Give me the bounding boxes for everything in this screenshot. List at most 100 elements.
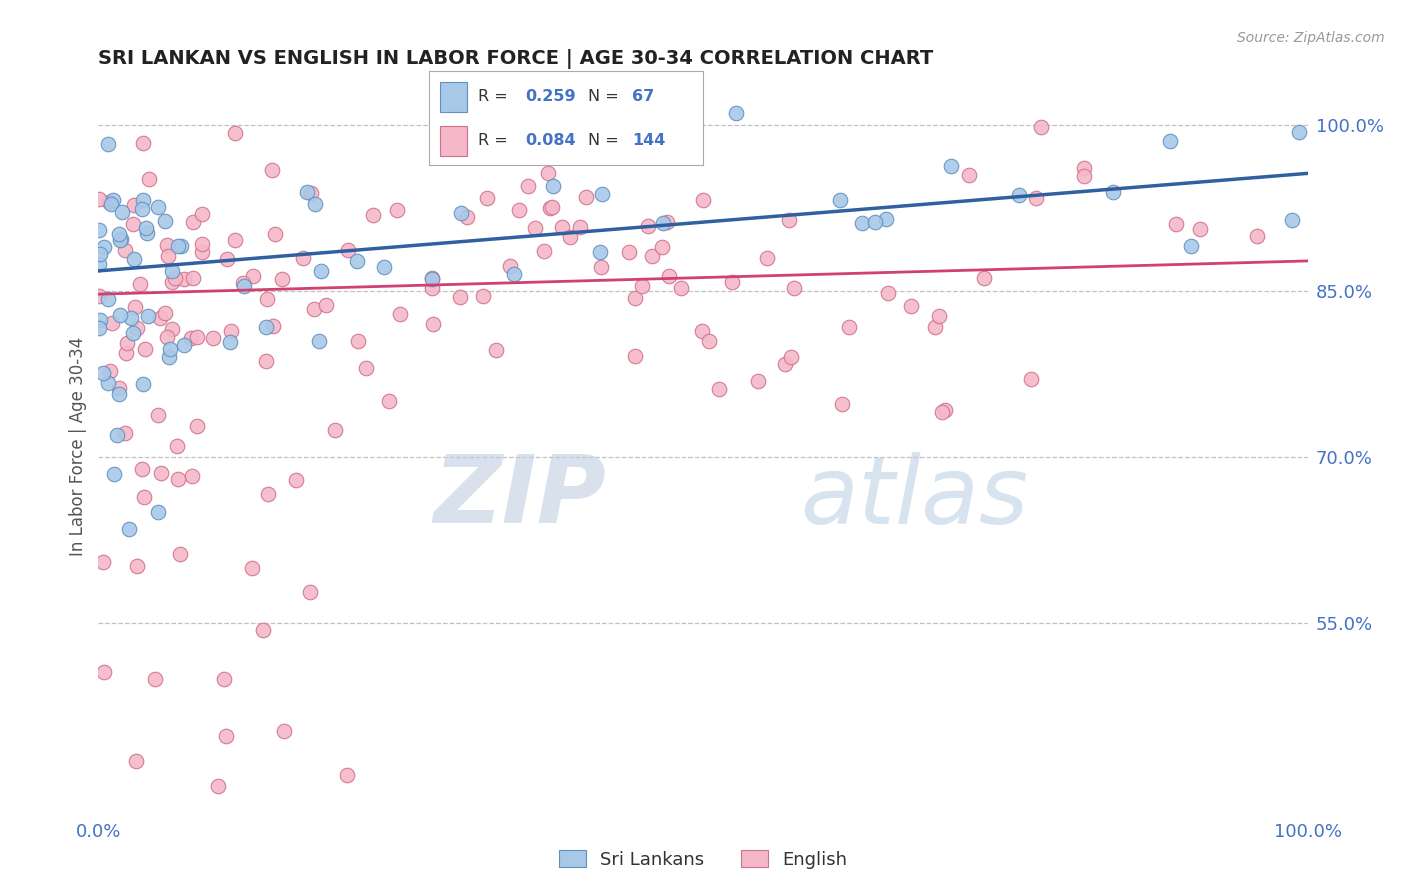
Point: [863, 215, 886, 229]
Legend: Sri Lankans, English: Sri Lankans, English: [551, 843, 855, 876]
Point: [623, 291, 645, 305]
Point: [97, 137, 120, 152]
Point: [191, 207, 214, 221]
Point: [207, 779, 229, 793]
Point: [651, 216, 673, 230]
Point: [110, 204, 132, 219]
Point: [181, 271, 204, 285]
Text: atlas: atlas: [800, 451, 1028, 542]
Point: [131, 461, 153, 475]
Point: [928, 309, 950, 323]
Point: [346, 253, 368, 268]
Point: [107, 387, 129, 401]
Point: [98, 364, 121, 378]
Point: [134, 342, 156, 356]
Point: [114, 426, 136, 441]
Bar: [440, 126, 467, 156]
Text: N =: N =: [588, 133, 619, 148]
Point: [657, 214, 679, 228]
Point: [1288, 126, 1310, 140]
Point: [779, 350, 801, 364]
Point: [361, 209, 384, 223]
Point: [100, 197, 122, 211]
Point: [420, 271, 443, 285]
Text: 0.259: 0.259: [524, 89, 575, 104]
Point: [146, 408, 169, 422]
Point: [110, 232, 132, 246]
Point: [224, 233, 246, 247]
Point: [651, 240, 673, 254]
Point: [262, 319, 284, 334]
Point: [127, 559, 149, 574]
Text: Source: ZipAtlas.com: Source: ZipAtlas.com: [1237, 31, 1385, 45]
Point: [93, 665, 115, 680]
Point: [658, 269, 681, 284]
Point: [637, 219, 659, 234]
Point: [569, 220, 592, 235]
Point: [215, 252, 238, 267]
Point: [589, 245, 612, 260]
Point: [304, 197, 326, 211]
Point: [756, 251, 779, 265]
Point: [135, 221, 157, 235]
Point: [120, 311, 142, 326]
Point: [934, 403, 956, 417]
Point: [160, 275, 183, 289]
Point: [533, 244, 555, 259]
Point: [186, 419, 208, 434]
Point: [98, 195, 121, 210]
Point: [420, 272, 443, 286]
Point: [591, 187, 613, 202]
Point: [122, 197, 145, 211]
Point: [91, 366, 114, 380]
Point: [143, 672, 166, 686]
Point: [299, 584, 322, 599]
Point: [219, 324, 242, 338]
Point: [973, 271, 995, 285]
Point: [232, 279, 254, 293]
Point: [105, 428, 128, 442]
Point: [150, 467, 173, 481]
Point: [669, 281, 692, 295]
Point: [378, 393, 401, 408]
Point: [160, 322, 183, 336]
Point: [354, 360, 377, 375]
Point: [1008, 188, 1031, 202]
Point: [346, 334, 368, 348]
Point: [254, 319, 277, 334]
Point: [541, 200, 564, 214]
Point: [924, 320, 946, 334]
Point: [1159, 134, 1181, 148]
Point: [201, 331, 224, 345]
Point: [181, 468, 204, 483]
Point: [114, 243, 136, 257]
Point: [89, 321, 111, 335]
Point: [523, 221, 546, 235]
Point: [337, 243, 360, 257]
Bar: [440, 82, 467, 112]
Point: [215, 729, 238, 743]
Point: [89, 257, 111, 271]
Point: [132, 376, 155, 391]
Point: [323, 423, 346, 437]
Point: [108, 308, 131, 322]
Point: [160, 263, 183, 277]
Point: [558, 229, 581, 244]
Point: [101, 316, 124, 330]
Point: [877, 285, 900, 300]
Point: [149, 311, 172, 326]
Point: [110, 233, 132, 247]
Point: [254, 353, 277, 368]
Point: [218, 335, 240, 350]
Point: [420, 281, 443, 295]
Point: [617, 244, 640, 259]
Point: [941, 159, 963, 173]
Text: N =: N =: [588, 89, 619, 104]
Point: [108, 381, 131, 395]
Point: [477, 191, 499, 205]
Point: [541, 179, 564, 194]
Point: [156, 238, 179, 252]
Point: [89, 223, 111, 237]
Point: [851, 216, 873, 230]
Point: [373, 260, 395, 275]
